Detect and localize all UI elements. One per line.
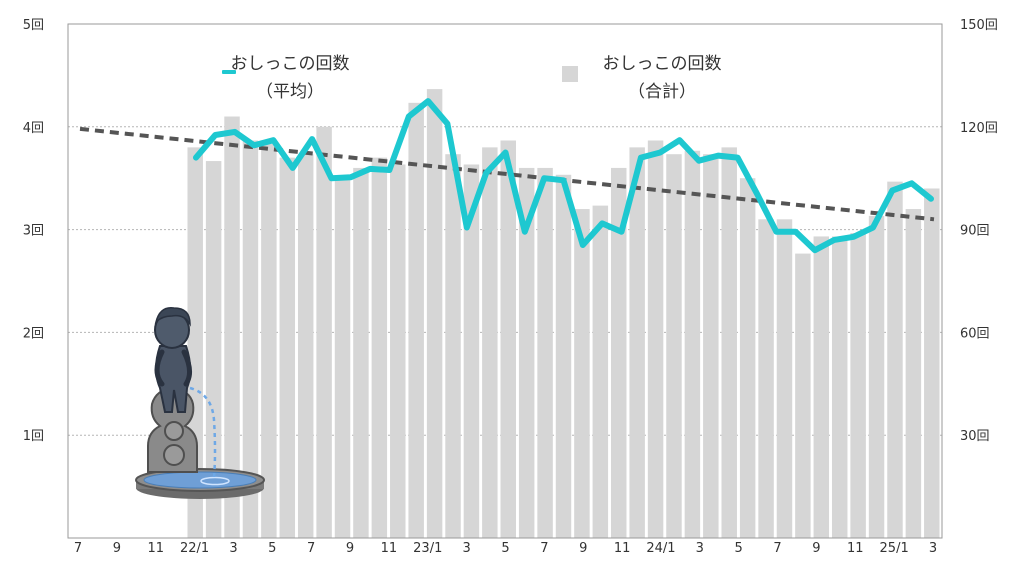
- bar: [684, 150, 701, 538]
- x-tick-label: 5: [268, 541, 276, 556]
- trend-series: [79, 126, 935, 222]
- x-tick-label: 23/1: [413, 541, 442, 556]
- bar: [242, 140, 259, 539]
- bar: [887, 181, 903, 539]
- left-tick-label: 4回: [23, 121, 44, 136]
- x-tick-label: 25/1: [880, 541, 909, 556]
- bar: [555, 174, 572, 539]
- x-tick-label: 22/1: [180, 541, 209, 556]
- x-tick-label: 11: [147, 541, 164, 556]
- right-axis: 30回 60回 90回 120回 150回: [960, 18, 998, 444]
- x-tick-label: 7: [74, 541, 82, 556]
- trend-line: [79, 126, 935, 222]
- bar: [850, 233, 866, 538]
- average-line: [193, 98, 934, 254]
- bar: [463, 164, 480, 538]
- legend-total-label-line2: （合計）: [628, 82, 696, 102]
- bar: [831, 236, 848, 538]
- x-axis: 7 9 11 22/1 3 5 7 9 11 23/1 3 5 7 9 11 24/1 3 5 7 9 11 25/1 3: [74, 541, 937, 556]
- x-tick-label: 11: [847, 541, 864, 556]
- bar: [224, 116, 240, 539]
- bar: [390, 164, 406, 538]
- bar: [426, 89, 443, 539]
- x-tick-label: 5: [501, 541, 509, 556]
- legend-average-label-line2: （平均）: [256, 82, 324, 102]
- bar: [666, 154, 682, 539]
- bar: [611, 167, 627, 539]
- bar: [795, 253, 811, 538]
- bar: [279, 157, 296, 538]
- bar: [261, 143, 277, 538]
- bar: [574, 209, 590, 539]
- bar: [482, 147, 498, 539]
- x-tick-label: 9: [812, 541, 820, 556]
- bar: [297, 154, 314, 539]
- plot-border: [67, 23, 943, 539]
- right-tick-label: 90回: [960, 224, 990, 239]
- x-tick-label: 3: [462, 541, 470, 556]
- x-tick-label: 9: [346, 541, 354, 556]
- x-tick-label: 7: [773, 541, 781, 556]
- bar: [205, 161, 222, 539]
- legend-average-label-line1: おしっこの回数: [231, 54, 350, 74]
- plot-frame: [67, 23, 943, 539]
- bar: [647, 140, 664, 539]
- legend-total-label-line1: おしっこの回数: [603, 54, 722, 74]
- bar: [739, 178, 756, 538]
- bar: [776, 219, 793, 538]
- bar: [316, 126, 332, 539]
- x-tick-label: 7: [540, 541, 548, 556]
- bar: [445, 154, 461, 539]
- legend-total-swatch: [562, 66, 578, 82]
- right-tick-label: 120回: [960, 121, 998, 136]
- bar: [408, 102, 424, 539]
- right-tick-label: 150回: [960, 18, 998, 33]
- bar: [868, 215, 885, 539]
- left-tick-label: 1回: [23, 429, 44, 444]
- bar: [518, 167, 535, 539]
- x-tick-label: 3: [696, 541, 704, 556]
- left-tick-label: 5回: [23, 18, 44, 33]
- bar: [813, 236, 830, 538]
- x-tick-label: 24/1: [646, 541, 675, 556]
- legend-average-swatch: [222, 70, 236, 74]
- x-tick-label: 3: [929, 541, 937, 556]
- x-tick-label: 3: [229, 541, 237, 556]
- left-tick-label: 2回: [23, 326, 44, 341]
- bar: [592, 205, 609, 538]
- bar: [924, 188, 940, 539]
- bar: [537, 167, 553, 539]
- statue-fountain-illustration: [135, 307, 265, 499]
- right-tick-label: 30回: [960, 429, 990, 444]
- x-tick-label: 5: [735, 541, 743, 556]
- x-tick-label: 11: [614, 541, 631, 556]
- bar: [334, 178, 351, 538]
- bar: [758, 219, 774, 538]
- bar: [905, 209, 922, 539]
- x-tick-label: 7: [307, 541, 315, 556]
- x-tick-label: 9: [579, 541, 587, 556]
- left-axis: 1回 2回 3回 4回 5回: [23, 18, 44, 444]
- bar: [721, 147, 737, 539]
- average-line-series: [193, 98, 934, 254]
- bar: [703, 154, 719, 539]
- x-tick-label: 11: [381, 541, 398, 556]
- bar: [629, 147, 645, 539]
- legend: おしっこの回数 （平均） おしっこの回数 （合計）: [222, 54, 722, 102]
- x-tick-label: 9: [113, 541, 121, 556]
- bar: [353, 167, 369, 539]
- bar: [500, 140, 516, 539]
- bar: [371, 157, 388, 538]
- right-tick-label: 60回: [960, 326, 990, 341]
- left-tick-label: 3回: [23, 224, 44, 239]
